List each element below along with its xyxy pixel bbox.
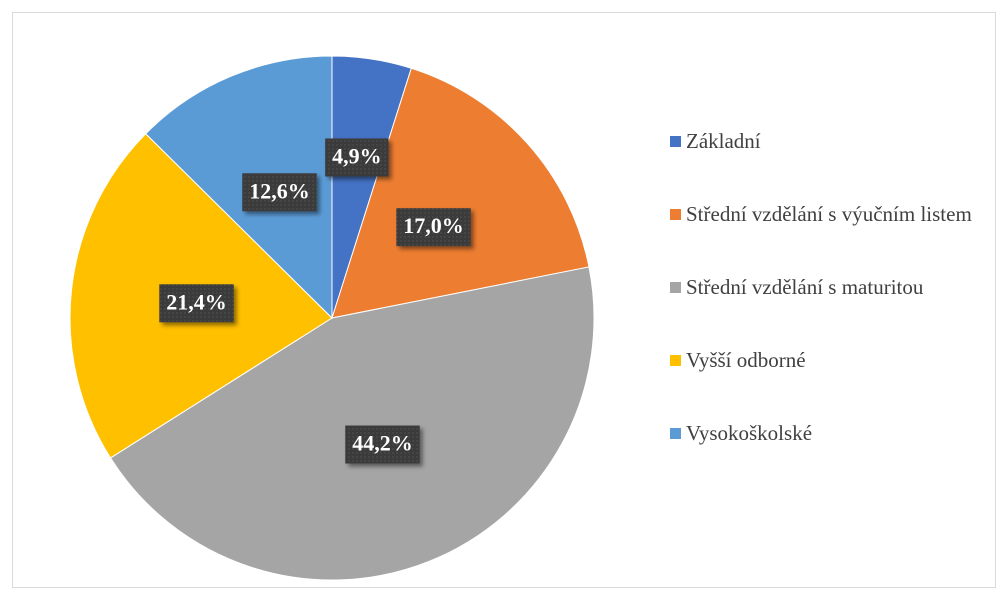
legend-item: Vysokoškolské (668, 420, 988, 446)
data-label: 4,9% (325, 138, 389, 177)
chart-frame (12, 12, 996, 588)
pie-slice (331, 67, 590, 319)
legend-swatch (670, 136, 681, 147)
legend: Základní Střední vzdělání s výučním liste… (668, 128, 988, 493)
pie-slice (145, 55, 333, 320)
legend-label: Základní (686, 129, 761, 153)
data-label: 21,4% (159, 284, 234, 323)
legend-label: Vysokoškolské (686, 421, 813, 445)
legend-item: Vyšší odborné (668, 347, 988, 373)
data-label: 12,6% (242, 173, 317, 212)
legend-swatch (670, 282, 681, 293)
data-label-text: 4,9% (332, 144, 382, 169)
data-label-box (325, 138, 389, 177)
data-label-box (159, 284, 234, 323)
legend-label: Střední vzdělání s maturitou (686, 275, 924, 299)
data-label-box (396, 208, 471, 247)
data-label-box (242, 173, 317, 212)
data-label-text: 44,2% (352, 431, 413, 456)
data-label: 44,2% (345, 425, 420, 464)
pie-slice (109, 266, 595, 581)
legend-label: Střední vzdělání s výučním listem (686, 202, 972, 226)
legend-swatch (670, 428, 681, 439)
legend-swatch (670, 355, 681, 366)
legend-swatch (670, 209, 681, 220)
data-label-text: 21,4% (166, 289, 227, 314)
data-label-text: 12,6% (249, 178, 310, 203)
data-label-text: 17,0% (403, 213, 464, 238)
legend-item: Základní (668, 128, 988, 154)
data-label-box (345, 425, 420, 464)
legend-item: Střední vzdělání s výučním listem (668, 201, 988, 227)
legend-label: Vyšší odborné (686, 348, 806, 372)
legend-item: Střední vzdělání s maturitou (668, 274, 988, 300)
data-label: 17,0% (396, 208, 471, 247)
